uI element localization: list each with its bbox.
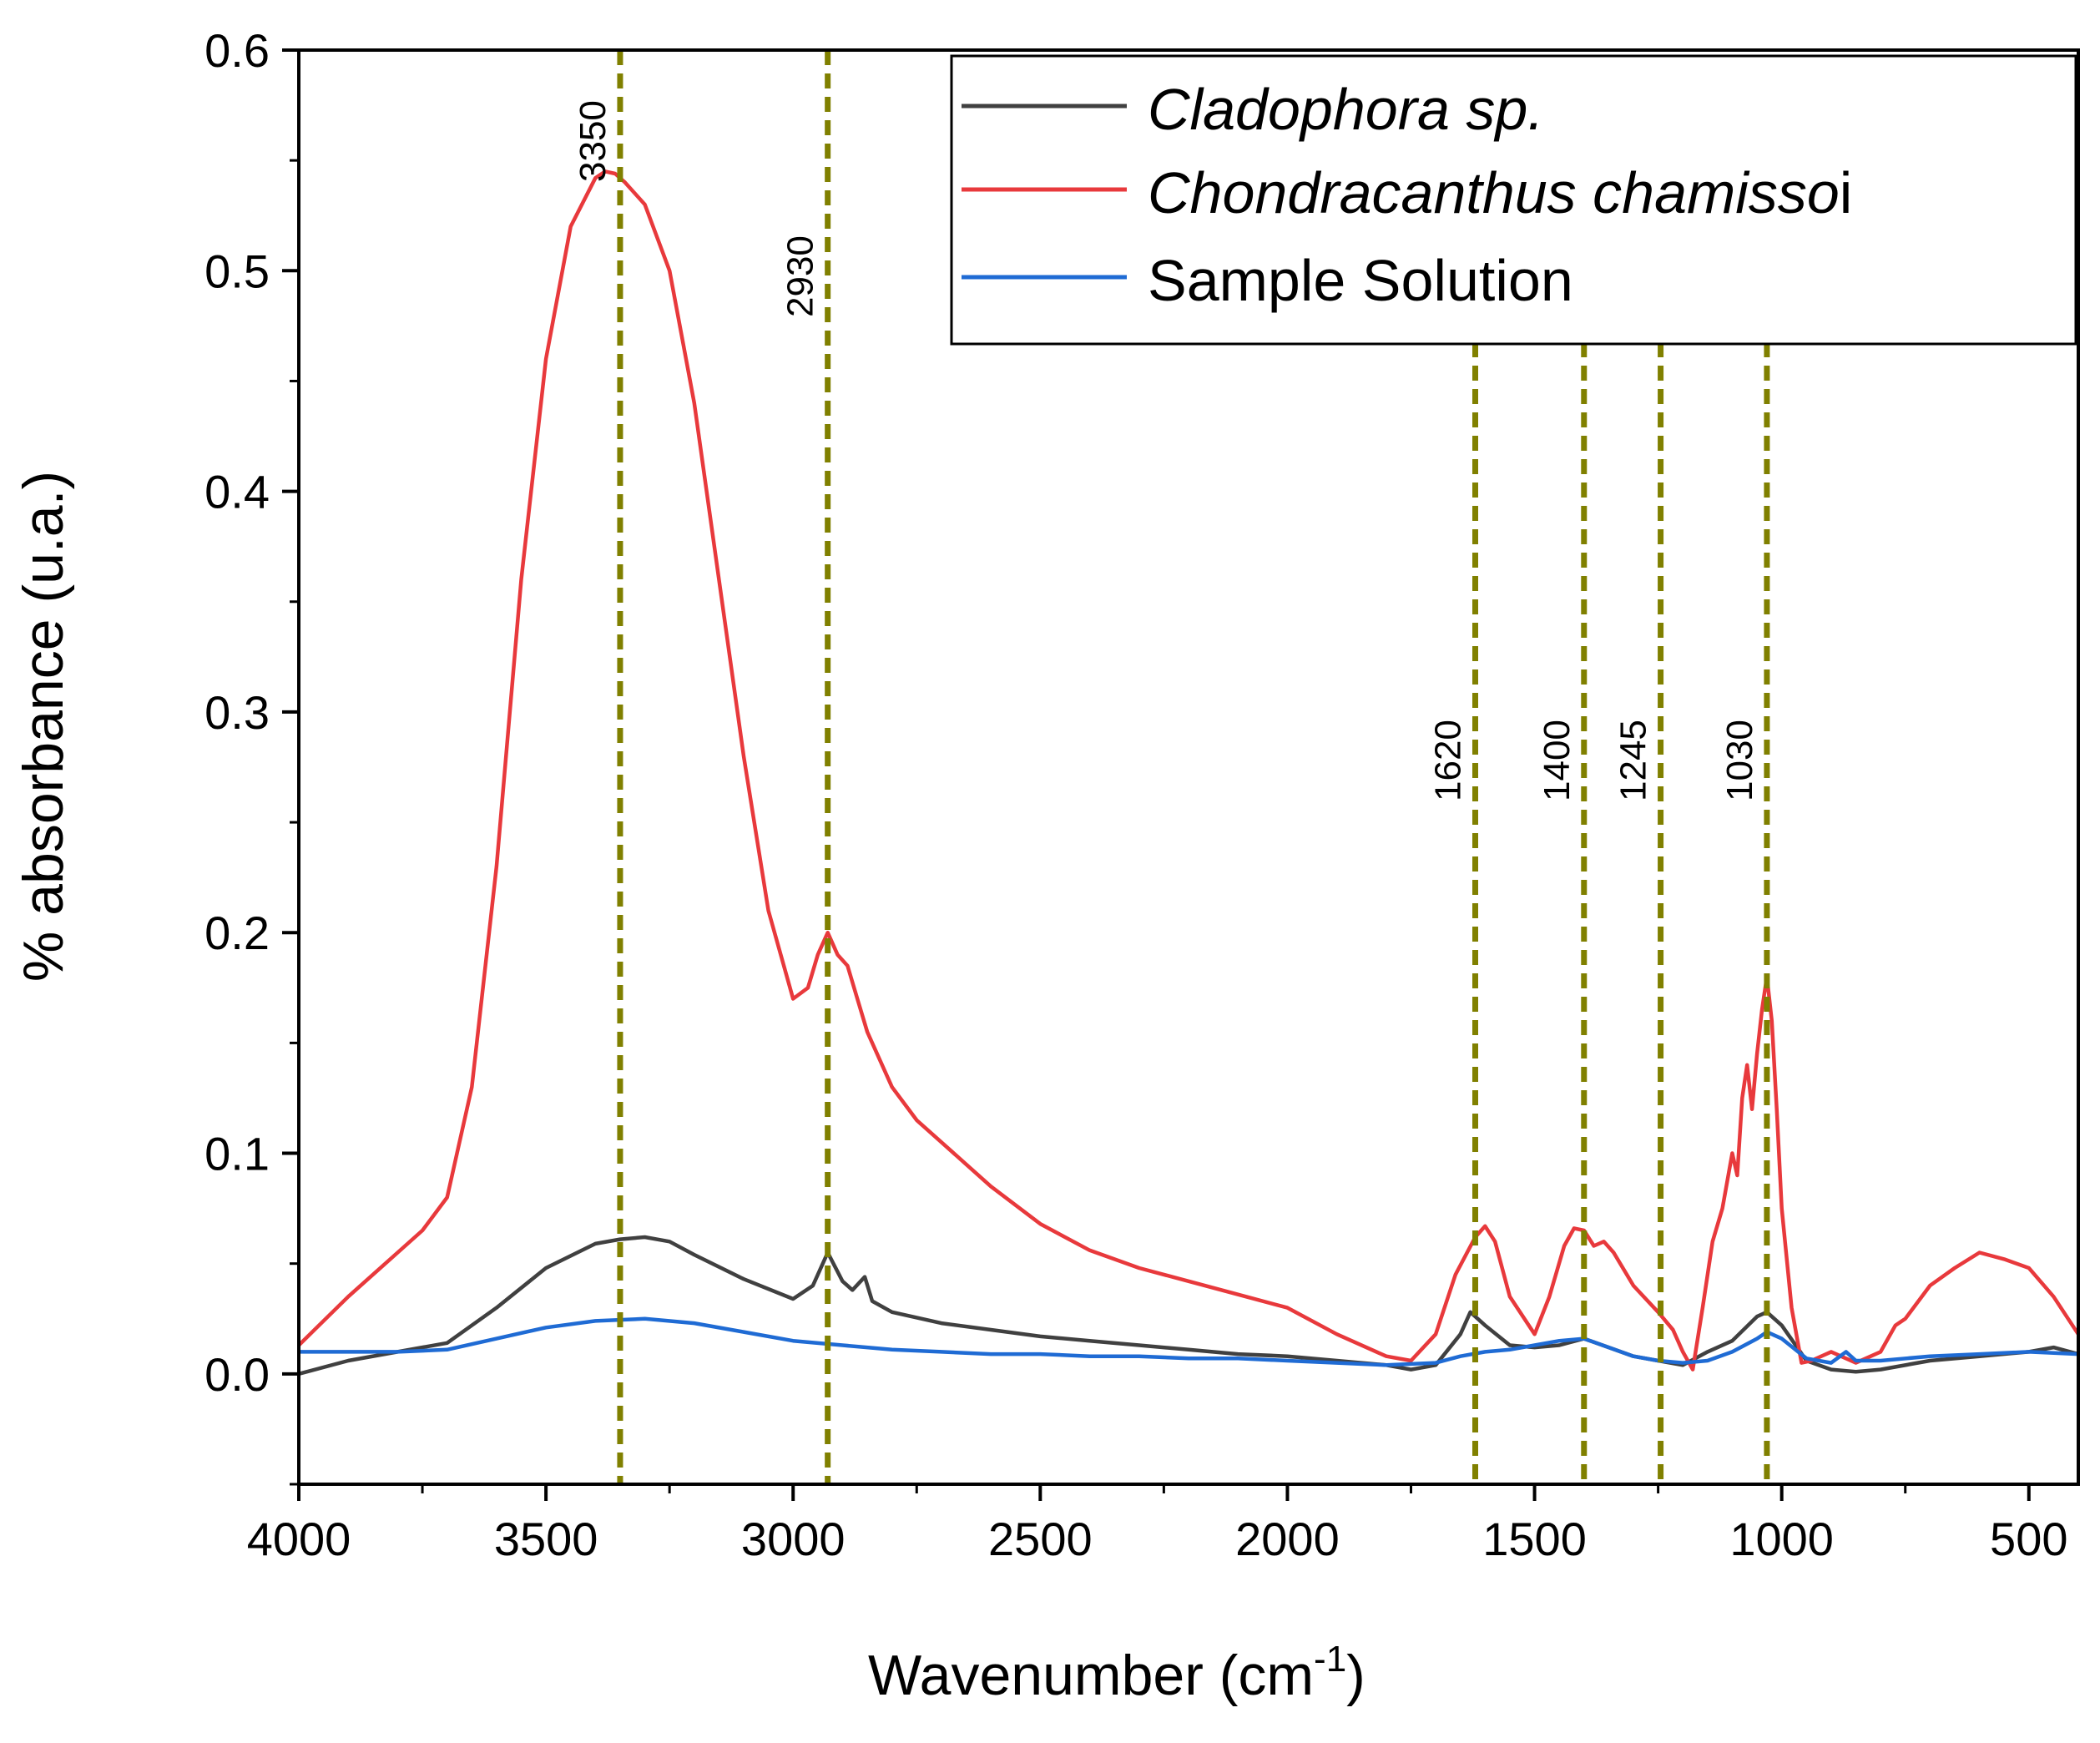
- axis-ticks: 4000 3500 3000 2500 2000 1500 1000 500 0.0 0.1 0.2…: [204, 24, 2067, 1565]
- x-tick-label: 2500: [988, 1513, 1093, 1565]
- y-tick-label: 0.2: [204, 907, 270, 959]
- legend-label-2: Chondracanthus chamissoi: [1148, 160, 1852, 225]
- legend: Cladophora sp. Chondracanthus chamissoi Sa…: [950, 54, 2077, 346]
- x-tick-label: 1500: [1482, 1513, 1587, 1565]
- y-tick-label: 0.6: [204, 24, 270, 77]
- x-axis-title-main: Wavenumber (cm: [868, 1644, 1314, 1707]
- peak-label-2930: 2930: [780, 235, 821, 317]
- y-tick-label: 0.3: [204, 686, 270, 739]
- x-tick-label: 1000: [1729, 1513, 1834, 1565]
- x-axis-title-sup: -1: [1314, 1639, 1346, 1680]
- y-axis-title: % absorbance (u.a.): [12, 471, 75, 982]
- y-tick-label: 0.4: [204, 466, 270, 518]
- y-tick-label: 0.0: [204, 1348, 270, 1401]
- plot-frame: [297, 48, 2080, 1486]
- peak-label-1245: 1245: [1613, 720, 1654, 801]
- legend-box: [950, 54, 2077, 346]
- x-tick-label: 4000: [247, 1513, 351, 1565]
- legend-label-tail: i: [1840, 160, 1853, 225]
- peak-markers: 3350 2930 1620 1400 1245 1030: [573, 50, 1770, 1484]
- series-line-3: [299, 1316, 2079, 1367]
- legend-label-3: Sample Solution: [1148, 248, 1573, 313]
- peak-label-1620: 1620: [1427, 720, 1468, 801]
- x-axis-title: Wavenumber (cm-1): [868, 1639, 1366, 1707]
- series-line-1: [298, 1235, 2079, 1376]
- series-line-2: [297, 169, 2080, 1372]
- x-tick-label: 3000: [741, 1513, 846, 1565]
- legend-label-main: Cladophora sp.: [1148, 77, 1544, 142]
- legend-label-1: Cladophora sp.: [1148, 77, 1544, 142]
- peak-label-3350: 3350: [573, 100, 613, 182]
- x-tick-label: 500: [1990, 1513, 2067, 1565]
- axes-frame: [297, 48, 2080, 1486]
- y-tick-label: 0.5: [204, 245, 270, 297]
- peak-label-1030: 1030: [1719, 720, 1760, 801]
- legend-label-main: Sample Solution: [1148, 248, 1573, 313]
- x-tick-label: 3500: [494, 1513, 598, 1565]
- x-axis-title-close: ): [1346, 1644, 1366, 1707]
- legend-label-main: Chondracanthus chamisso: [1148, 160, 1840, 225]
- y-tick-label: 0.1: [204, 1128, 270, 1180]
- plot-area: [297, 169, 2080, 1376]
- peak-label-1400: 1400: [1537, 720, 1578, 801]
- x-tick-label: 2000: [1235, 1513, 1340, 1565]
